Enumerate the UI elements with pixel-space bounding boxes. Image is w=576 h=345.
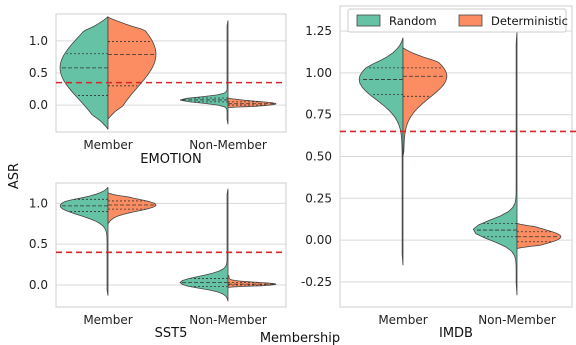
panel-imdb: -0.25 0.00 0.25 0.50 0.75 1.00 1.25 Member Non-M… [301,5,576,341]
violin-half [516,223,562,249]
violin-half [227,274,277,288]
y-tick-label: 1.25 [305,24,332,38]
violin-half [472,31,518,296]
y-tick-label: 0.0 [29,278,48,292]
y-tick-label: 0.5 [29,237,48,251]
violin-half [107,192,157,226]
shared-x-axis-label: Membership [260,331,340,345]
legend: Random Deterministic [347,8,568,33]
y-tick-label: 1.00 [305,66,332,80]
y-tick-label: 0.00 [305,233,332,247]
violin-half [107,16,157,120]
y-tick-label: -0.25 [301,275,332,289]
violin-half [59,16,109,130]
panel-x-label: SST5 [155,326,188,341]
violin-half [358,37,404,266]
panel-x-label: EMOTION [140,152,201,167]
x-tick-label: Non-Member [478,313,556,327]
violin-half [179,188,229,302]
y-tick-label: 0.25 [305,191,332,205]
x-tick-label: Non-Member [189,138,267,152]
x-tick-label: Member [83,138,132,152]
shared-y-axis-label: ASR [7,163,22,189]
y-tick-label: 0.5 [29,66,48,80]
x-tick-label: Non-Member [189,313,267,327]
y-tick-label: 0.75 [305,108,332,122]
x-tick-label: Member [378,313,427,327]
y-tick-label: 1.0 [29,34,48,48]
panel-x-label: IMDB [439,326,473,341]
legend-box [347,8,567,33]
legend-swatch-deterministic [458,14,483,27]
y-tick-label: 0.50 [305,150,332,164]
y-tick-label: 1.0 [29,196,48,210]
legend-swatch-random [356,14,381,27]
violin-half [402,47,448,157]
legend-label-deterministic: Deterministic [491,14,568,28]
legend-label-random: Random [389,14,437,28]
violin-half [227,97,277,109]
x-tick-label: Member [83,313,132,327]
y-tick-label: 0.0 [29,98,48,112]
violin-half [59,186,109,296]
violin-half [180,20,229,125]
